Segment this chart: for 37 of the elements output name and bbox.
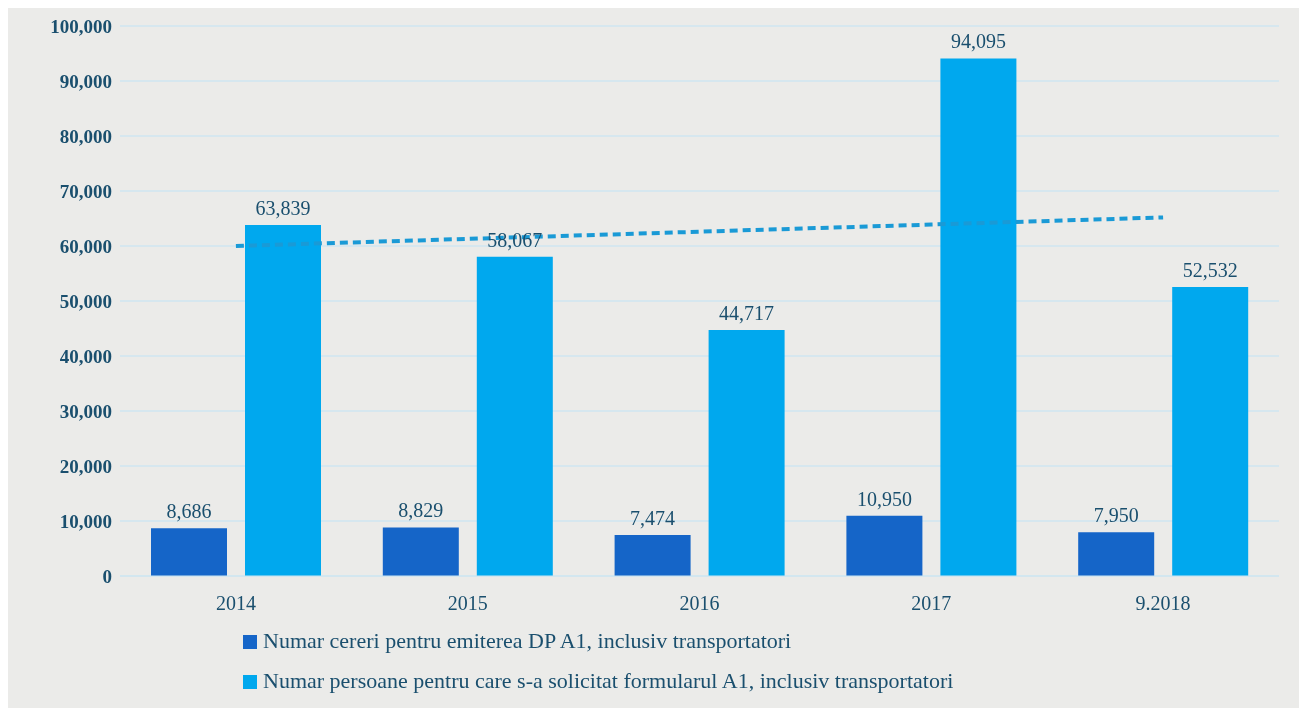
y-tick-label: 100,000 — [50, 15, 112, 37]
y-tick-label: 70,000 — [59, 180, 112, 202]
x-tick-label: 2016 — [679, 592, 720, 615]
x-tick-label: 2015 — [447, 592, 488, 615]
legend-label: Numar cereri pentru emiterea DP A1, inclusiv transportatori — [263, 628, 792, 654]
bar — [245, 224, 321, 576]
x-tick-label: 2017 — [911, 592, 952, 615]
data-label: 52,532 — [1182, 259, 1238, 282]
data-label: 44,717 — [719, 302, 775, 325]
data-label: 8,686 — [166, 500, 212, 523]
data-label: 8,829 — [398, 499, 444, 522]
x-tick-label: 9.2018 — [1135, 592, 1191, 615]
bar — [382, 527, 459, 576]
bar — [846, 515, 923, 576]
legend-label: Numar persoane pentru care s-a solicitat formularul A1, inclusiv transportatori — [263, 668, 954, 694]
bar — [940, 58, 1017, 576]
bar — [1172, 287, 1249, 576]
bar — [614, 534, 691, 576]
y-tick-label: 80,000 — [59, 125, 112, 147]
y-tick-label: 30,000 — [59, 400, 112, 422]
data-label: 7,474 — [630, 506, 676, 529]
y-tick-label: 20,000 — [59, 455, 112, 477]
y-tick-label: 60,000 — [59, 235, 112, 257]
y-tick-label: 40,000 — [59, 345, 112, 367]
bar — [476, 256, 553, 576]
data-label: 63,839 — [255, 196, 311, 219]
data-label: 94,095 — [950, 30, 1006, 53]
x-tick-label: 2014 — [215, 592, 256, 615]
y-tick-label: 90,000 — [59, 70, 112, 92]
data-label: 7,950 — [1093, 504, 1139, 527]
bar — [151, 528, 227, 576]
bar — [708, 330, 785, 576]
y-tick-label: 0 — [102, 565, 112, 587]
y-tick-label: 50,000 — [59, 290, 112, 312]
y-tick-label: 10,000 — [59, 510, 112, 532]
data-label: 10,950 — [856, 487, 912, 510]
bar — [1078, 532, 1155, 576]
